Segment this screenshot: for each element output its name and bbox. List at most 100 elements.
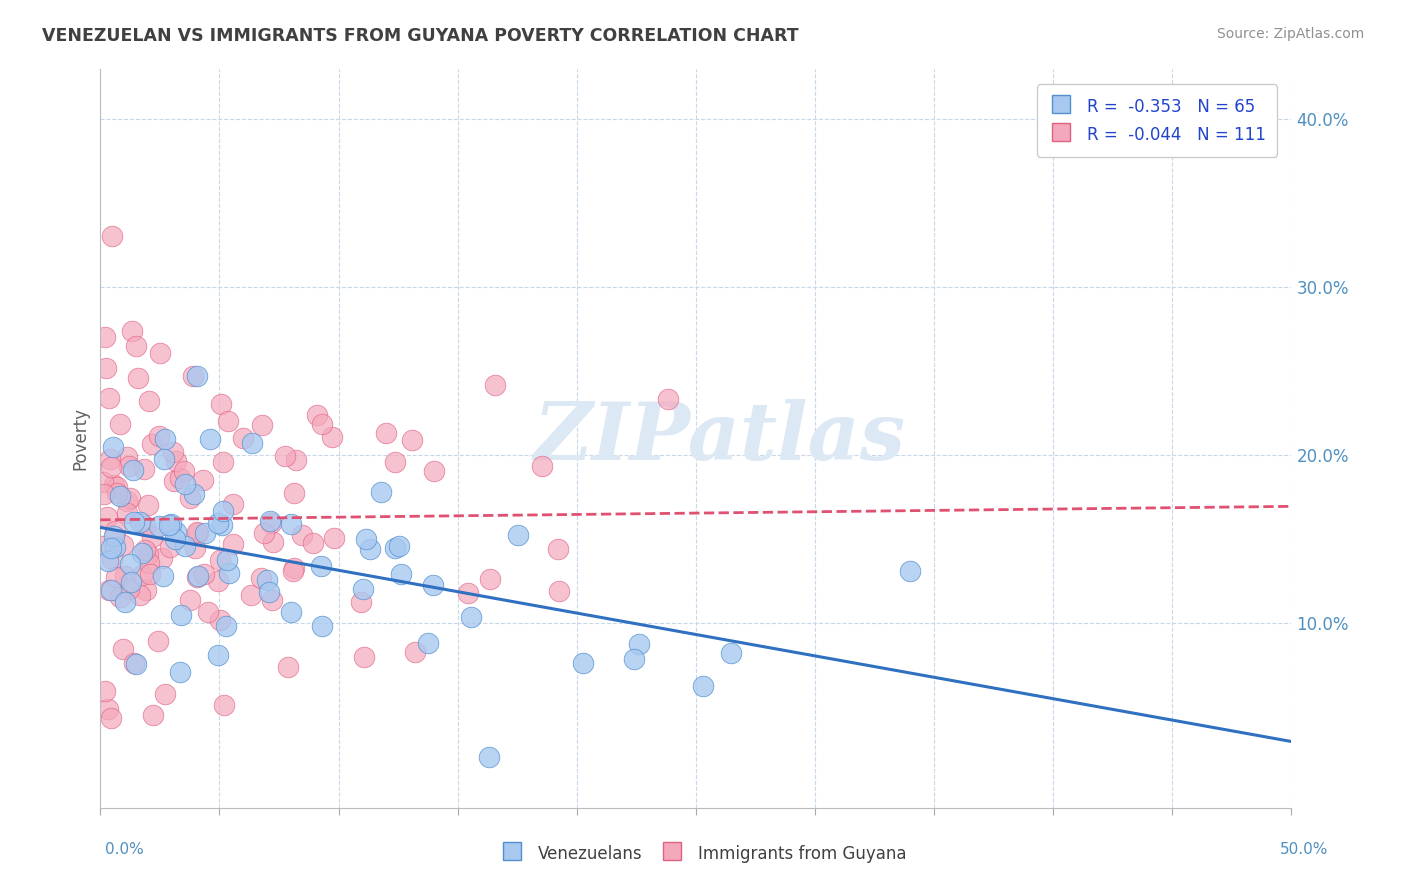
- Point: [146, 634, 169, 648]
- Point: [460, 609, 482, 624]
- Point: [194, 525, 217, 540]
- Point: [118, 582, 141, 597]
- Text: 0.0%: 0.0%: [105, 842, 145, 856]
- Point: [153, 686, 176, 700]
- Point: [101, 552, 124, 566]
- Point: [484, 377, 506, 392]
- Point: [100, 459, 122, 474]
- Point: [162, 444, 184, 458]
- Point: [134, 518, 156, 533]
- Point: [422, 578, 444, 592]
- Point: [148, 519, 170, 533]
- Point: [173, 463, 195, 477]
- Point: [259, 585, 281, 599]
- Point: [121, 324, 143, 338]
- Point: [283, 564, 305, 578]
- Point: [128, 588, 150, 602]
- Point: [191, 473, 214, 487]
- Point: [384, 541, 406, 556]
- Point: [183, 487, 205, 501]
- Point: [283, 561, 305, 575]
- Point: [174, 539, 197, 553]
- Point: [96, 361, 118, 376]
- Point: [98, 582, 121, 597]
- Point: [101, 229, 124, 244]
- Point: [260, 516, 283, 530]
- Point: [120, 557, 142, 571]
- Point: [96, 510, 118, 524]
- Point: [104, 524, 127, 538]
- Point: [572, 656, 595, 670]
- Point: [186, 525, 208, 540]
- Point: [150, 550, 173, 565]
- Point: [94, 684, 117, 698]
- Point: [250, 417, 273, 432]
- Point: [103, 477, 125, 491]
- Point: [262, 535, 284, 549]
- Point: [207, 648, 229, 663]
- Point: [163, 532, 186, 546]
- Point: [169, 471, 191, 485]
- Point: [280, 606, 302, 620]
- Point: [135, 583, 157, 598]
- Legend: R =  -0.353   N = 65, R =  -0.044   N = 111: R = -0.353 N = 65, R = -0.044 N = 111: [1036, 84, 1277, 157]
- Point: [212, 455, 235, 469]
- Point: [107, 480, 129, 494]
- Point: [657, 392, 679, 406]
- Point: [457, 585, 479, 599]
- Point: [215, 552, 238, 566]
- Point: [193, 567, 215, 582]
- Point: [165, 454, 187, 468]
- Point: [105, 570, 128, 584]
- Point: [301, 535, 323, 549]
- Point: [136, 547, 159, 561]
- Point: [209, 397, 232, 411]
- Point: [250, 571, 273, 585]
- Point: [97, 702, 120, 716]
- Text: ZIPatlas: ZIPatlas: [534, 400, 905, 477]
- Point: [110, 590, 132, 604]
- Point: [153, 452, 176, 467]
- Point: [284, 453, 307, 467]
- Point: [387, 539, 409, 553]
- Point: [187, 569, 209, 583]
- Point: [418, 636, 440, 650]
- Legend: Venezuelans, Immigrants from Guyana: Venezuelans, Immigrants from Guyana: [494, 837, 912, 871]
- Point: [222, 536, 245, 550]
- Point: [118, 458, 141, 473]
- Point: [100, 452, 122, 467]
- Point: [155, 433, 177, 447]
- Point: [93, 329, 115, 343]
- Point: [129, 515, 152, 529]
- Point: [253, 525, 276, 540]
- Point: [256, 573, 278, 587]
- Point: [401, 434, 423, 448]
- Point: [628, 637, 651, 651]
- Point: [692, 679, 714, 693]
- Point: [404, 645, 426, 659]
- Point: [93, 487, 115, 501]
- Point: [120, 575, 142, 590]
- Point: [91, 475, 114, 489]
- Point: [240, 435, 263, 450]
- Point: [97, 554, 120, 568]
- Point: [506, 528, 529, 542]
- Point: [370, 484, 392, 499]
- Text: VENEZUELAN VS IMMIGRANTS FROM GUYANA POVERTY CORRELATION CHART: VENEZUELAN VS IMMIGRANTS FROM GUYANA POV…: [42, 27, 799, 45]
- Point: [352, 582, 374, 596]
- Point: [114, 595, 136, 609]
- Point: [97, 392, 120, 406]
- Point: [169, 665, 191, 680]
- Point: [104, 540, 127, 554]
- Point: [375, 426, 398, 441]
- Point: [101, 440, 124, 454]
- Point: [311, 618, 333, 632]
- Point: [165, 524, 187, 539]
- Point: [163, 474, 186, 488]
- Point: [115, 506, 138, 520]
- Point: [283, 485, 305, 500]
- Point: [159, 540, 181, 554]
- Point: [280, 517, 302, 532]
- Point: [198, 432, 221, 446]
- Point: [100, 582, 122, 597]
